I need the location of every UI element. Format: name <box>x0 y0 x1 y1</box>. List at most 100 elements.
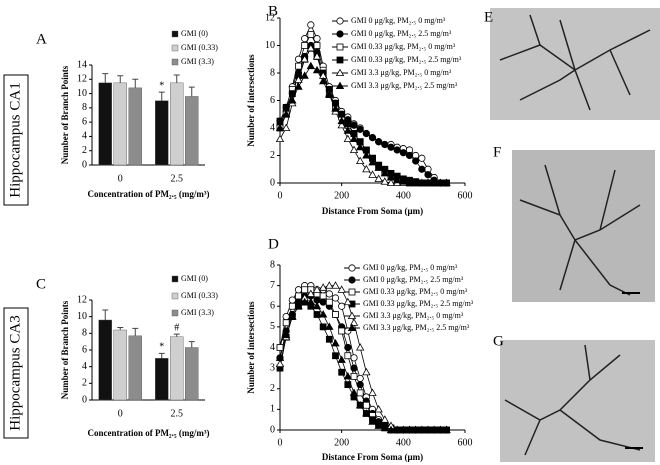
marker <box>313 311 321 318</box>
bar <box>170 336 184 401</box>
y-tick-label: 8 <box>270 67 275 78</box>
marker <box>295 292 302 300</box>
y-tick-label: 2 <box>82 378 87 389</box>
bar <box>113 329 127 401</box>
marker <box>282 312 290 321</box>
marker <box>418 165 426 173</box>
marker <box>343 371 353 380</box>
legend-label: GMI 3.3 μg/kg, PM₂.₅ 0 mg/m³ <box>351 68 452 77</box>
chart-panel: B 0 2 4 6 8 10 12 Distance From Soma (μm) Number … <box>246 3 472 216</box>
legend-label: GMI (0.33) <box>181 291 218 300</box>
legend-label: GMI 3.3 μg/kg, PM₂.₅ 0 mg/m³ <box>363 311 464 320</box>
marker <box>319 323 327 331</box>
marker <box>344 343 352 352</box>
marker <box>325 298 333 306</box>
bar <box>98 319 112 401</box>
marker <box>300 297 309 306</box>
marker <box>282 319 290 327</box>
marker <box>294 286 303 294</box>
panel-label: E <box>484 9 493 25</box>
marker <box>349 388 359 396</box>
legend-label: GMI 3.3 μg/kg, PM₂.₅ 2.5 mg/m³ <box>351 81 458 90</box>
bar <box>98 82 112 166</box>
bar <box>185 347 199 401</box>
x-tick-label: 400 <box>396 190 411 201</box>
marker <box>331 104 340 112</box>
y-tick-label: 8 <box>82 328 87 339</box>
marker <box>295 62 302 70</box>
error-bar <box>173 74 180 83</box>
marker <box>337 120 346 129</box>
y-tick-label: 5 <box>270 321 275 332</box>
y-tick-label: 10 <box>77 88 87 99</box>
region-box <box>3 307 29 439</box>
y-tick-label: 3 <box>270 362 275 373</box>
y-tick-label: 2 <box>270 383 275 394</box>
marker <box>318 283 328 291</box>
y-tick-label: 1 <box>270 404 275 415</box>
legend-marker <box>348 288 356 296</box>
marker <box>399 177 408 185</box>
marker <box>313 42 321 49</box>
error-bar <box>132 327 139 336</box>
marker <box>418 154 426 162</box>
marker <box>368 388 377 396</box>
annotation: # <box>174 322 179 333</box>
marker <box>368 157 377 166</box>
marker <box>275 134 285 142</box>
marker <box>405 178 414 186</box>
marker <box>386 173 396 181</box>
marker <box>318 310 328 318</box>
marker <box>312 285 322 293</box>
y-tick-label: 7 <box>270 280 275 291</box>
micrograph-e: E <box>484 8 660 120</box>
marker <box>331 281 340 289</box>
error-bar <box>132 78 139 88</box>
x-tick-label: 0 <box>278 437 283 448</box>
x-axis-title: Concentration of PM₂.₅ (mg/m³) <box>87 189 209 199</box>
marker <box>343 134 353 142</box>
y-tick-label: 0 <box>82 394 87 405</box>
marker <box>349 134 359 142</box>
legend-marker <box>348 276 356 284</box>
legend-label: GMI (3.3) <box>181 57 214 66</box>
y-tick-label: 6 <box>82 344 87 355</box>
marker <box>362 164 371 173</box>
legend-label: GMI 3.3 μg/kg, PM₂.₅ 2.5 mg/m³ <box>363 323 470 332</box>
y-tick-label: 4 <box>270 122 275 133</box>
marker <box>374 404 383 413</box>
marker <box>343 297 353 306</box>
region-label: Hippocampus CA1 <box>7 82 23 197</box>
marker <box>344 120 352 128</box>
legend-marker <box>347 323 357 331</box>
y-tick-label: 6 <box>82 116 87 127</box>
marker <box>275 123 285 131</box>
marker <box>306 289 316 297</box>
marker <box>362 367 371 376</box>
legend-marker <box>336 43 344 51</box>
y-tick-label: 6 <box>270 301 275 312</box>
marker <box>313 35 321 43</box>
marker <box>294 301 303 310</box>
marker <box>325 290 333 298</box>
legend-marker <box>336 30 344 38</box>
neuron <box>519 164 641 296</box>
bar <box>155 100 169 166</box>
legend-label: GMI 0 μg/kg, PM₂.₅ 2.5 mg/m³ <box>351 29 452 38</box>
y-axis-title: Number of intersections <box>246 54 256 147</box>
marker <box>276 344 284 351</box>
y-axis-title: Number of intersections <box>246 301 256 394</box>
error-bar <box>117 327 124 330</box>
marker <box>412 157 420 165</box>
marker <box>294 82 303 90</box>
marker <box>288 312 297 320</box>
legend-swatch <box>171 44 179 52</box>
marker <box>338 368 346 376</box>
bar <box>155 358 169 401</box>
bar <box>170 82 184 166</box>
y-tick-label: 2 <box>270 150 275 161</box>
y-tick-label: 0 <box>270 424 275 435</box>
x-tick-label: 200 <box>334 190 349 201</box>
y-tick-label: 6 <box>270 95 275 106</box>
